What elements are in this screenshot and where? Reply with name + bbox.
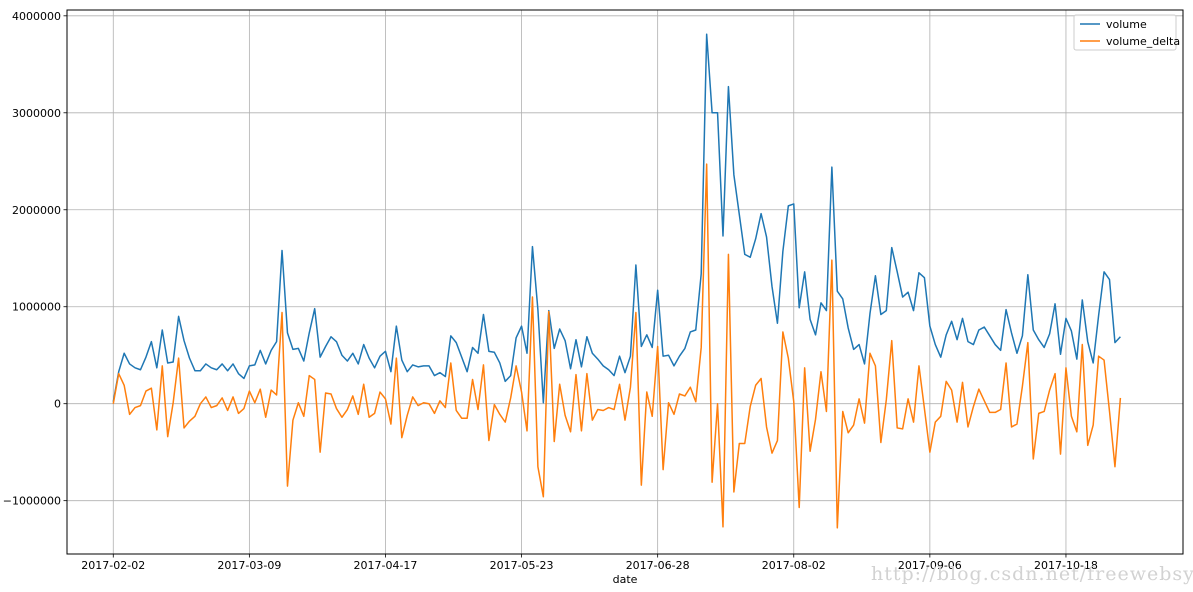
x-tick-label: 2017-02-02 (81, 559, 145, 572)
x-tick-label: 2017-04-17 (353, 559, 417, 572)
x-tick-label: 2017-08-02 (762, 559, 826, 572)
y-tick-label: 4000000 (12, 10, 61, 23)
y-tick-label: 2000000 (12, 204, 61, 217)
legend-label-volume-delta: volume_delta (1106, 35, 1180, 48)
y-tick-label: 3000000 (12, 107, 61, 120)
x-tick-label: 2017-05-23 (490, 559, 554, 572)
x-axis-label: date (613, 573, 638, 586)
watermark-text: http://blog.csdn.net/freewebsys (871, 563, 1193, 585)
legend: volume volume_delta (1074, 15, 1180, 50)
y-tick-label: −1000000 (3, 495, 61, 508)
x-tick-label: 2017-03-09 (217, 559, 281, 572)
y-tick-label: 1000000 (12, 301, 61, 314)
legend-label-volume: volume (1106, 18, 1147, 31)
x-tick-label: 2017-06-28 (626, 559, 690, 572)
y-tick-label: 0 (54, 398, 61, 411)
